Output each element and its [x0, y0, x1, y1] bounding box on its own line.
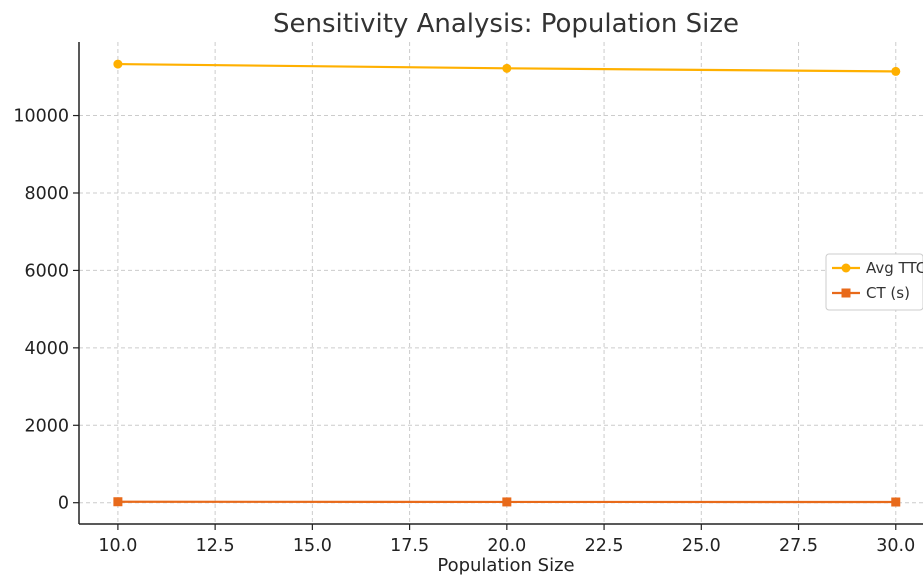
x-tick-label: 10.0 — [98, 536, 137, 556]
axes-spines — [78, 42, 923, 525]
data-point — [113, 59, 123, 69]
x-axis-label: Population Size — [437, 555, 574, 576]
x-ticks: 10.0 12.5 15.0 17.5 20.0 22.5 25.0 27.5 30.0 — [98, 524, 915, 556]
series-2 — [113, 497, 901, 507]
y-ticks: 0 2000 4000 6000 8000 10000 — [13, 107, 79, 514]
legend: Avg TTC CT (s) — [825, 253, 923, 311]
x-tick-label: 15.0 — [293, 536, 332, 556]
legend-item: Avg TTC — [832, 259, 923, 277]
series-1 — [113, 59, 901, 76]
y-tick-label: 2000 — [24, 416, 69, 436]
x-tick-label: 20.0 — [487, 536, 526, 556]
chart-title: Sensitivity Analysis: Population Size — [273, 9, 739, 39]
data-point — [113, 497, 123, 507]
data-point — [891, 66, 901, 76]
legend-item: CT (s) — [832, 284, 910, 302]
legend-marker — [841, 263, 851, 273]
grid — [79, 42, 923, 524]
x-tick-label: 12.5 — [196, 536, 235, 556]
data-point — [891, 497, 901, 507]
data-point — [502, 63, 512, 73]
data-point — [502, 497, 512, 507]
legend-label: Avg TTC — [866, 259, 923, 277]
x-tick-label: 30.0 — [876, 536, 915, 556]
legend-label: CT (s) — [866, 284, 910, 302]
y-tick-label: 4000 — [24, 339, 69, 359]
x-tick-label: 27.5 — [779, 536, 818, 556]
y-tick-label: 8000 — [24, 184, 69, 204]
x-tick-label: 25.0 — [682, 536, 721, 556]
y-tick-label: 10000 — [13, 107, 69, 127]
series — [113, 59, 901, 507]
x-tick-label: 17.5 — [390, 536, 429, 556]
legend-marker — [841, 288, 851, 298]
x-tick-label: 22.5 — [585, 536, 624, 556]
y-tick-label: 0 — [58, 494, 69, 514]
y-tick-label: 6000 — [24, 261, 69, 281]
